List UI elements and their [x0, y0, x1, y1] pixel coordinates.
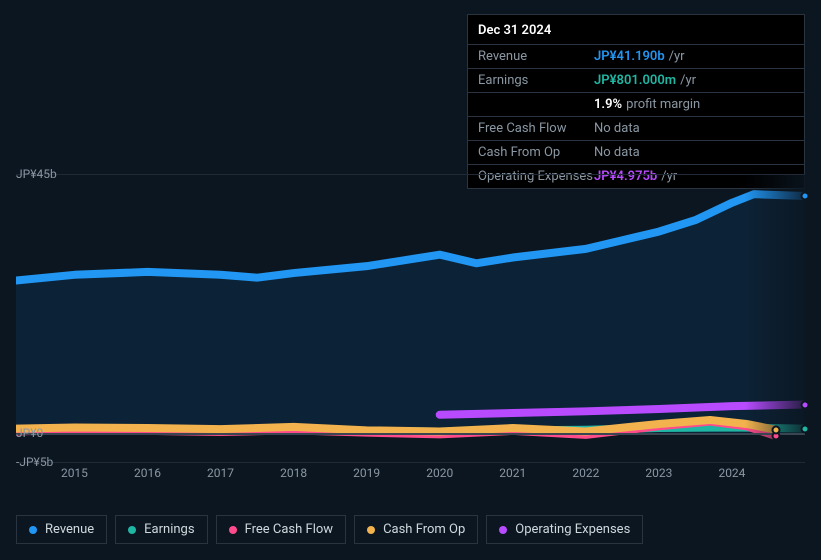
chart-gridline: [16, 174, 805, 175]
series-end-marker: [801, 191, 810, 200]
y-axis-tick: JP¥0: [16, 426, 43, 440]
tooltip-date: Dec 31 2024: [468, 15, 804, 45]
legend-label: Free Cash Flow: [245, 522, 333, 537]
x-axis-tick: 2017: [207, 466, 234, 480]
legend-item[interactable]: Revenue: [16, 515, 107, 544]
tooltip-row-value: No data: [594, 145, 640, 160]
tooltip-row: RevenueJP¥41.190b/yr: [468, 45, 804, 69]
y-axis-tick: JP¥45b: [16, 167, 57, 181]
x-axis-tick: 2024: [718, 466, 745, 480]
legend-label: Earnings: [144, 522, 194, 537]
chart-plot-area[interactable]: [16, 174, 805, 462]
x-axis-tick: 2022: [572, 466, 599, 480]
x-axis-tick: 2021: [499, 466, 526, 480]
legend-dot-icon: [128, 526, 136, 534]
x-axis-tick: 2019: [353, 466, 380, 480]
chart-legend: Revenue Earnings Free Cash Flow Cash From O…: [16, 515, 643, 544]
legend-label: Revenue: [45, 522, 94, 537]
tooltip-row: 1.9%profit margin: [468, 93, 804, 117]
tooltip-row-label: Earnings: [478, 73, 594, 88]
tooltip-row-value: 1.9%profit margin: [594, 97, 700, 112]
chart-baseline: [16, 433, 805, 435]
legend-item[interactable]: Free Cash Flow: [216, 515, 346, 544]
legend-item[interactable]: Operating Expenses: [486, 515, 643, 544]
x-axis-tick: 2016: [134, 466, 161, 480]
legend-item[interactable]: Cash From Op: [354, 515, 478, 544]
series-end-marker: [801, 424, 810, 433]
x-axis-tick: 2018: [280, 466, 307, 480]
tooltip-row-label: [478, 97, 594, 112]
tooltip-row: Free Cash FlowNo data: [468, 117, 804, 141]
tooltip-row-label: Cash From Op: [478, 145, 594, 160]
legend-label: Operating Expenses: [515, 522, 630, 537]
legend-dot-icon: [29, 526, 37, 534]
tooltip-row-value: JP¥41.190b/yr: [594, 49, 685, 64]
legend-dot-icon: [367, 526, 375, 534]
chart-x-axis: 2015 2016 2017 2018 2019 2020 2021 2022 2023 2024: [16, 462, 805, 480]
financials-chart[interactable]: 2015 2016 2017 2018 2019 2020 2021 2022 2023 2024…: [16, 160, 805, 480]
x-axis-tick: 2023: [645, 466, 672, 480]
tooltip-row: EarningsJP¥801.000m/yr: [468, 69, 804, 93]
x-axis-tick: 2020: [426, 466, 453, 480]
legend-item[interactable]: Earnings: [115, 515, 207, 544]
y-axis-tick: -JP¥5b: [16, 455, 53, 469]
x-axis-tick: 2015: [61, 466, 88, 480]
legend-label: Cash From Op: [383, 522, 465, 537]
legend-dot-icon: [229, 526, 237, 534]
series-end-marker: [801, 400, 810, 409]
tooltip-row-label: Revenue: [478, 49, 594, 64]
tooltip-row-value: No data: [594, 121, 640, 136]
tooltip-row-value: JP¥801.000m/yr: [594, 73, 696, 88]
series-end-marker: [771, 425, 780, 434]
legend-dot-icon: [499, 526, 507, 534]
tooltip-row-label: Free Cash Flow: [478, 121, 594, 136]
